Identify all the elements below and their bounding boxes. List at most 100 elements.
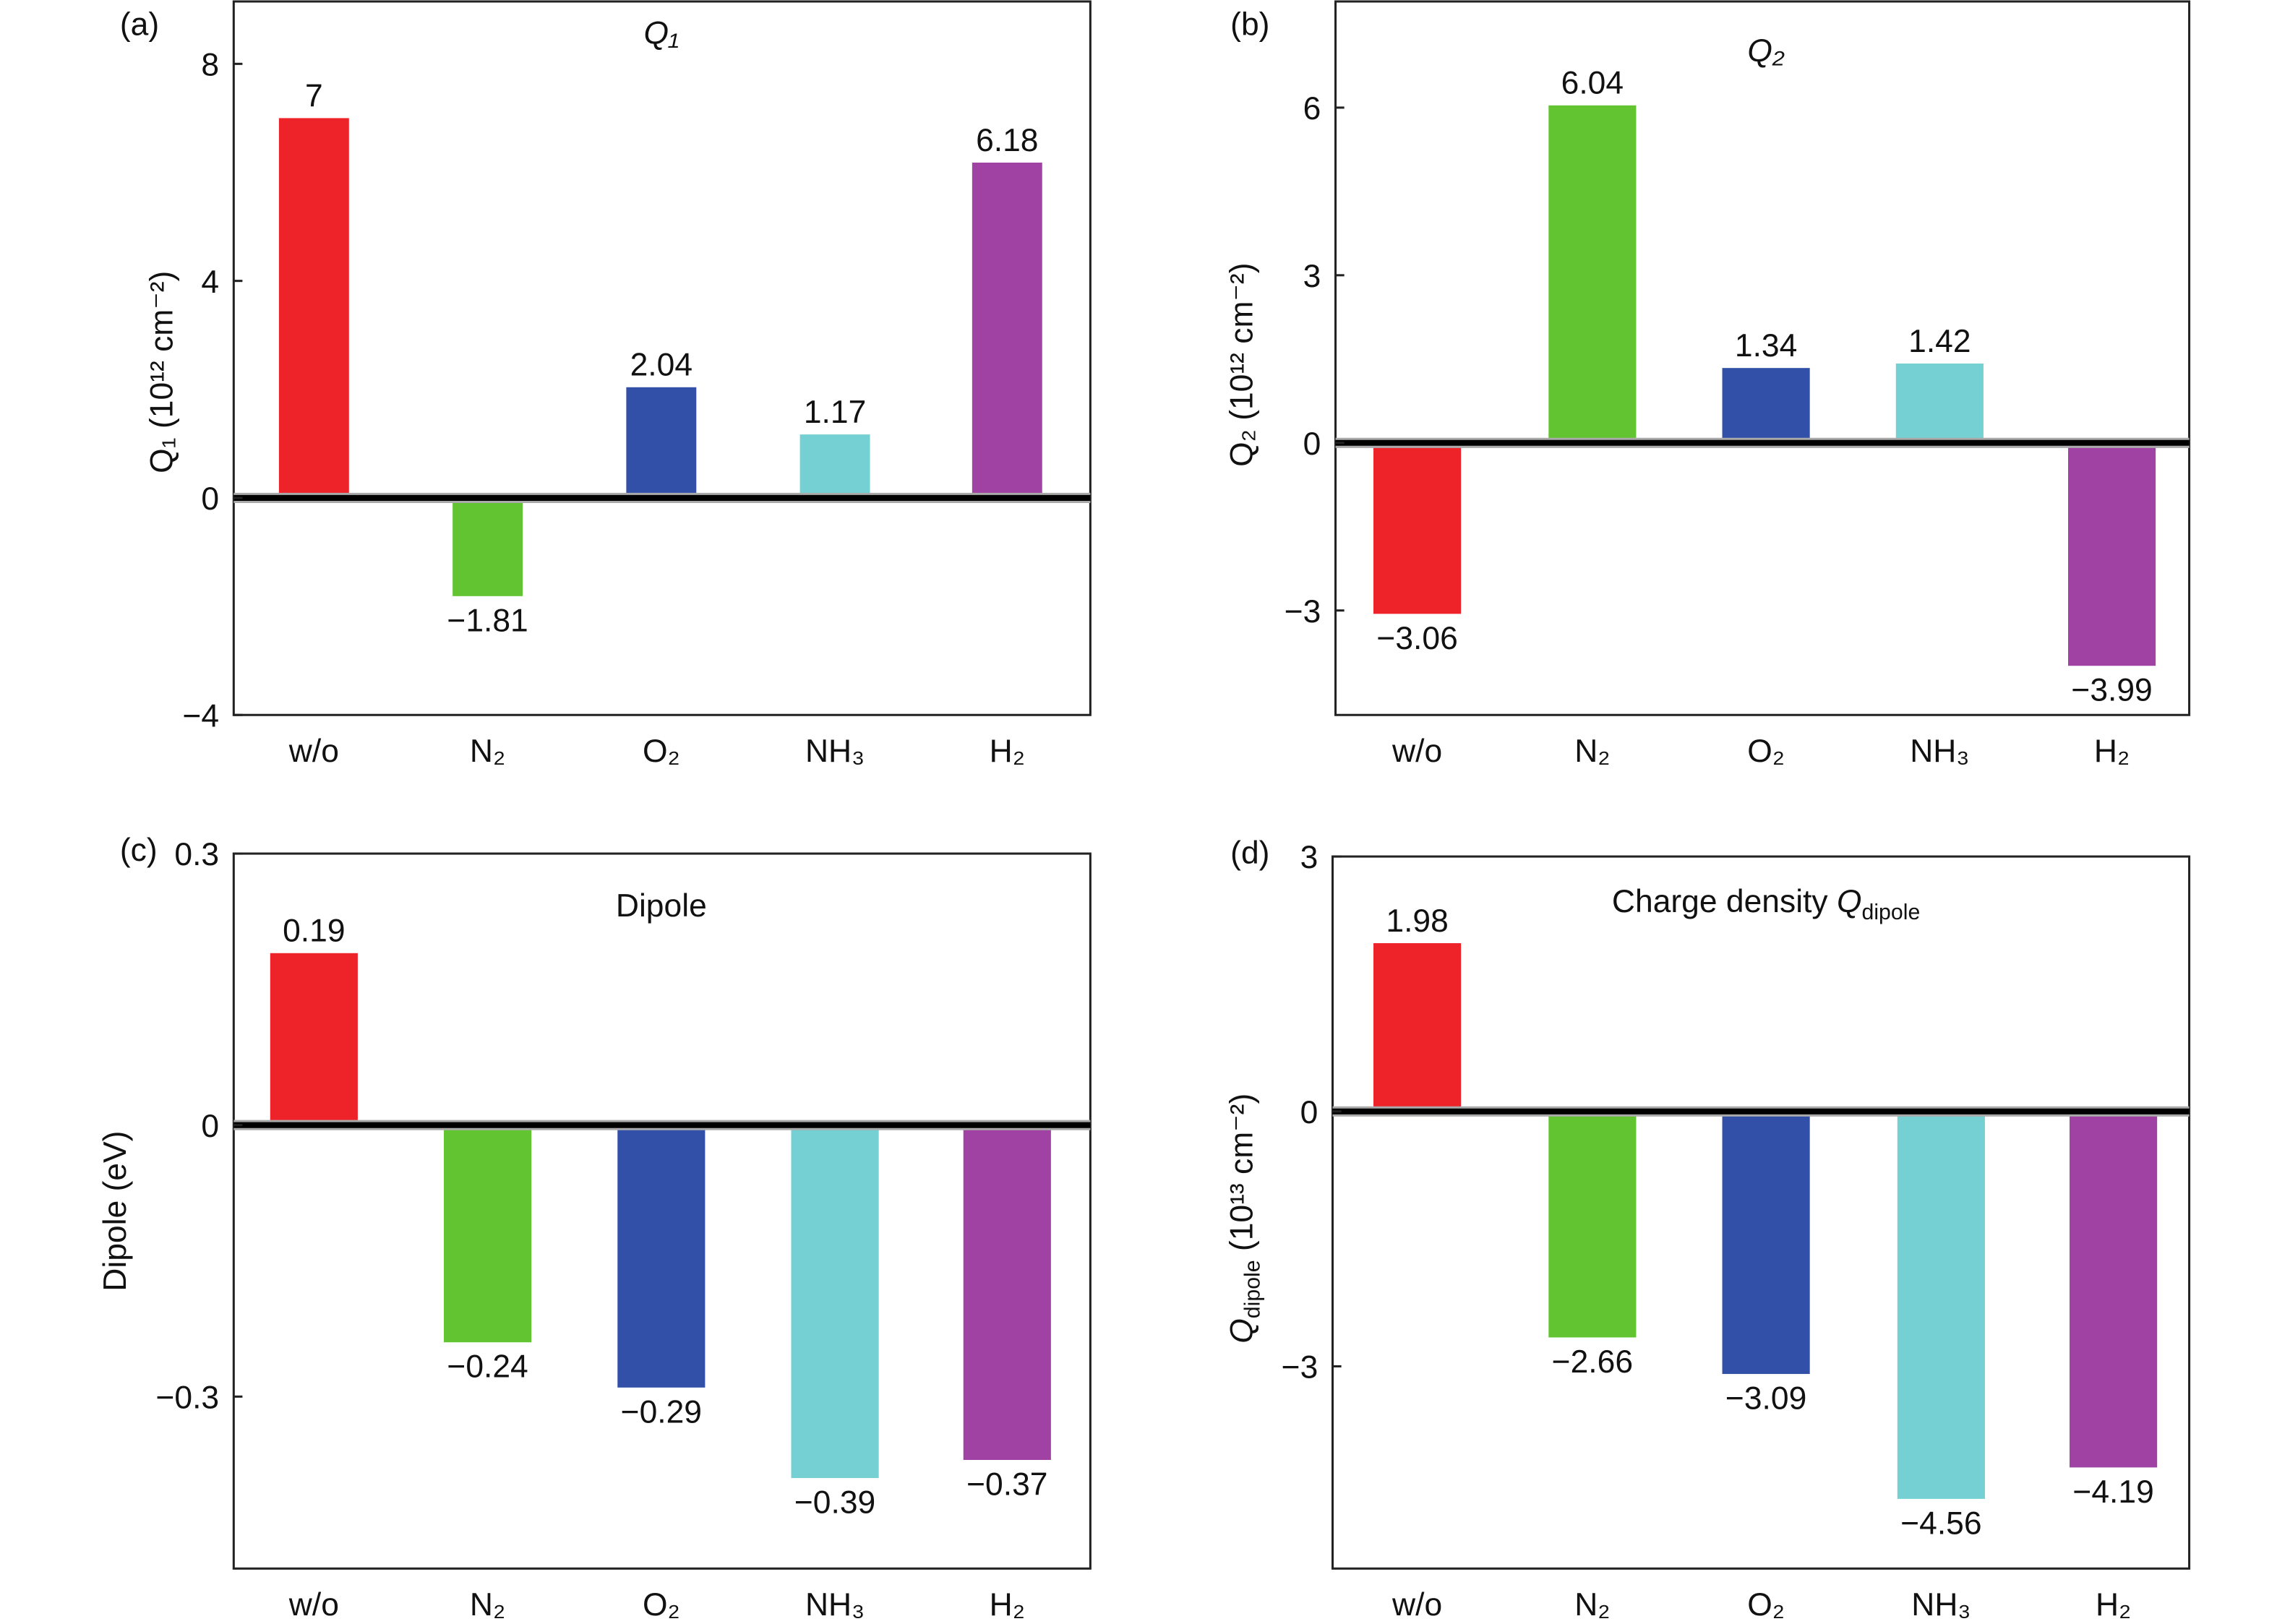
y-tick-label: 6 [1303,91,1321,126]
data-label: −1.81 [447,603,528,638]
data-label: −4.19 [2072,1474,2153,1510]
y-tick-label: 0.3 [174,837,219,872]
bar-nh3 [1897,1111,1985,1499]
data-label: 1.42 [1908,324,1971,359]
data-label: −0.24 [447,1349,528,1385]
ylabel-subscript: dipole [1241,1260,1265,1318]
plot-frame [232,852,1092,1570]
y-axis-label: Dipole (eV) [98,1131,133,1292]
bar-nh3 [799,434,870,498]
bar-n2 [453,497,523,596]
bar-h2 [2068,442,2156,666]
chart-title: Charge density Qdipole [1612,884,1920,924]
bar-o2 [1722,368,1810,443]
data-label: 1.34 [1735,328,1797,364]
y-tick-label: −4 [182,698,219,734]
bar-nh3 [1895,363,1984,443]
y-tick-label: 0 [1303,426,1321,462]
data-label: −2.66 [1552,1344,1633,1380]
bar-wo [1373,442,1462,614]
title-text: Charge density [1612,884,1837,919]
x-tick-label: NH₃ [805,734,865,769]
x-tick-label: N₂ [1574,1587,1610,1623]
bar-nh3 [791,1125,879,1479]
bar-o2 [617,1125,706,1388]
x-tick-label: O₂ [1747,1587,1785,1623]
plot-frame [232,0,1092,716]
panel-b: −3.06 w/o 6.04 N₂ 1.34 O₂ 1.42 NH₃ −3.99 H₂ 6 3 0 −3 (… [1224,0,2191,769]
y-axis-label: Qdipole (10¹³ cm⁻²) [1224,1094,1264,1344]
y-tick-label: 3 [1303,259,1321,294]
y-tick-label: 4 [201,265,219,300]
bar-n2 [1548,1111,1637,1338]
x-tick-label: NH₃ [805,1587,865,1623]
x-tick-label: N₂ [1574,734,1610,769]
data-label: 6.04 [1561,66,1624,101]
x-tick-label: NH₃ [1911,1587,1971,1623]
bar-h2 [2070,1111,2158,1468]
x-tick-label: N₂ [470,1587,505,1623]
bar-o2 [626,387,697,498]
data-label: 1.98 [1386,903,1448,939]
bar-h2 [972,162,1042,498]
panel-label: (b) [1230,7,1269,42]
x-tick-label: NH₃ [1910,734,1969,769]
panel-a: 7 w/o −1.81 N₂ 2.04 O₂ 1.17 NH₃ 6.18 H₂ 8 4 0 −4 (a) Q₁… [120,0,1092,769]
data-label: −0.37 [966,1466,1047,1502]
x-tick-label: w/o [1392,734,1442,769]
data-label: −0.29 [621,1394,702,1430]
bar-o2 [1722,1111,1810,1375]
chart-title: Q₁ [644,16,679,51]
ylabel-q: Q [1224,1318,1259,1344]
panel-label: (d) [1230,835,1269,871]
y-axis-label: Q₁ (10¹² cm⁻²) [145,271,180,473]
x-tick-label: H₂ [990,1587,1025,1623]
data-label: 7 [305,78,323,113]
y-tick-label: −0.3 [155,1380,219,1416]
bar-wo [1373,942,1462,1112]
y-tick-label: −3 [1282,1350,1318,1385]
y-tick-label: 0 [201,481,219,517]
data-label: −3.09 [1725,1381,1806,1417]
bar-wo [278,118,349,498]
chart-title: Dipole [616,888,707,924]
title-subscript: dipole [1862,901,1921,924]
y-tick-label: 0 [1300,1095,1318,1130]
y-tick-label: 8 [201,48,219,83]
bar-h2 [963,1125,1051,1461]
panel-label: (a) [120,7,159,42]
y-tick-label: 3 [1300,840,1318,875]
bar-n2 [1548,105,1637,443]
title-q: Q [1837,884,1862,919]
data-label: −3.99 [2071,673,2152,708]
x-tick-label: H₂ [2096,1587,2131,1623]
y-tick-label: −3 [1285,594,1321,630]
data-label: −0.39 [794,1485,875,1521]
bar-wo [270,953,358,1125]
ylabel-units: (10¹³ cm⁻²) [1224,1094,1259,1260]
data-label: 2.04 [630,348,692,383]
plot-frame [1331,855,2191,1570]
data-label: −3.06 [1376,621,1457,656]
x-tick-label: w/o [288,1587,339,1623]
bar-n2 [444,1125,532,1343]
x-tick-label: O₂ [1747,734,1785,769]
plot-frame [1334,0,2191,716]
x-tick-label: H₂ [990,734,1025,769]
data-label: −4.56 [1900,1505,1981,1541]
panel-label: (c) [120,833,158,868]
data-label: 1.17 [804,395,866,430]
data-label: 0.19 [283,914,345,949]
x-tick-label: O₂ [643,1587,680,1623]
panel-d: 1.98 w/o −2.66 N₂ −3.09 O₂ −4.56 NH₃ −4.19 H₂ 3 0 −3… [1224,835,2191,1623]
panel-c: 0.19 w/o −0.24 N₂ −0.29 O₂ −0.39 NH₃ −0.37 H₂ 0.3 0… [98,833,1092,1623]
x-tick-label: w/o [1392,1587,1442,1623]
x-tick-label: N₂ [470,734,505,769]
x-tick-label: H₂ [2094,734,2130,769]
y-axis-label: Q₂ (10¹² cm⁻²) [1224,263,1259,467]
chart-title: Q₂ [1747,33,1785,69]
data-label: 6.18 [976,123,1038,158]
x-tick-label: O₂ [643,734,680,769]
x-tick-label: w/o [288,734,339,769]
